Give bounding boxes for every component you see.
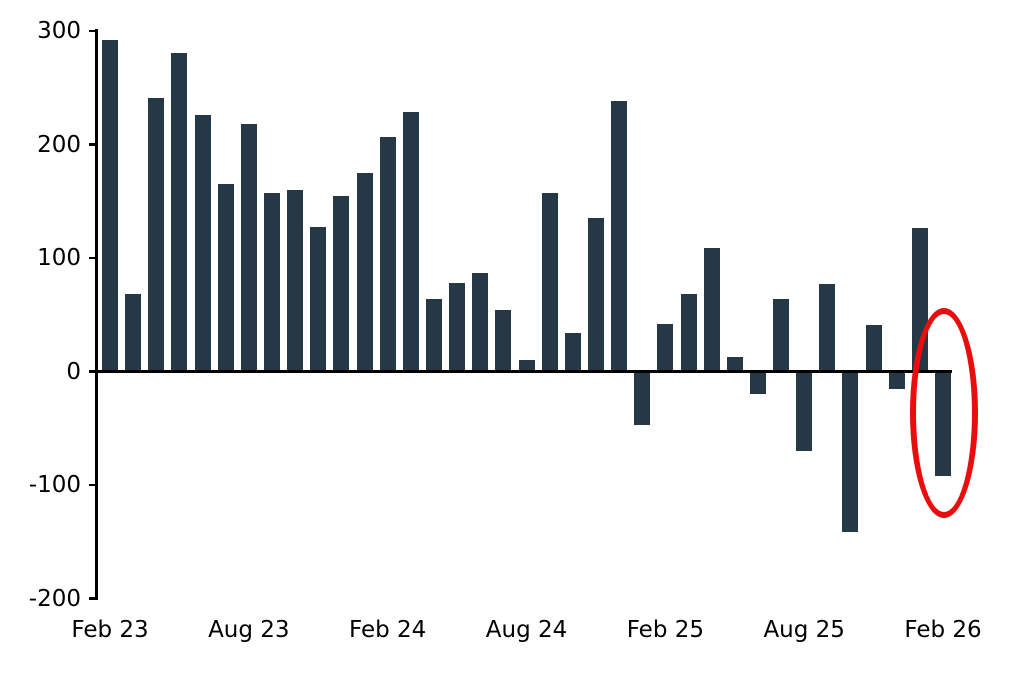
highlight-ellipse-annotation <box>910 308 979 518</box>
bar <box>449 282 466 372</box>
bar <box>333 195 350 372</box>
bar <box>796 371 813 451</box>
bar <box>865 324 882 372</box>
bar <box>472 272 489 372</box>
y-tick-mark <box>89 256 97 260</box>
bar <box>634 371 651 425</box>
bar <box>680 294 697 372</box>
y-tick-mark <box>89 597 97 600</box>
x-tick-label: Feb 24 <box>349 617 427 643</box>
bar <box>495 310 512 372</box>
y-axis-line <box>95 29 98 600</box>
x-tick-label: Aug 24 <box>485 617 568 643</box>
bar <box>379 136 396 372</box>
bar <box>611 101 628 372</box>
y-tick-label: -200 <box>28 585 81 612</box>
bar <box>518 360 535 372</box>
x-axis-zero-line <box>95 370 952 373</box>
bar <box>888 371 905 389</box>
bar <box>240 124 257 372</box>
x-tick-label: Feb 26 <box>904 617 982 643</box>
y-tick-label: 0 <box>66 358 81 385</box>
bar <box>217 184 234 372</box>
y-tick-mark <box>89 483 97 487</box>
y-tick-mark <box>89 29 97 33</box>
y-tick-label: -100 <box>28 472 81 498</box>
bar <box>194 114 211 372</box>
y-tick-mark <box>89 370 97 373</box>
bar <box>171 52 188 372</box>
bar <box>402 111 419 372</box>
y-tick-label: 100 <box>37 245 81 271</box>
bar <box>287 189 304 372</box>
bar <box>773 298 790 372</box>
bar <box>726 356 743 372</box>
bar <box>148 97 165 372</box>
y-tick-label: 300 <box>37 18 81 44</box>
bar <box>263 193 280 372</box>
bar <box>102 40 118 372</box>
bar <box>703 247 720 372</box>
y-tick-mark <box>89 143 97 146</box>
bar <box>310 227 327 372</box>
bar <box>356 172 373 372</box>
bar <box>749 371 766 395</box>
bar <box>564 332 581 372</box>
x-tick-label: Feb 25 <box>626 617 705 643</box>
bar <box>657 323 674 372</box>
bar <box>842 371 859 532</box>
bar <box>587 218 604 372</box>
x-tick-label: Aug 25 <box>763 617 845 643</box>
bar <box>541 193 558 372</box>
bar <box>425 298 442 372</box>
x-tick-label: Feb 23 <box>71 617 149 643</box>
y-tick-label: 200 <box>37 131 81 158</box>
x-tick-label: Aug 23 <box>208 617 290 643</box>
bar <box>819 284 836 372</box>
bar <box>125 294 142 372</box>
